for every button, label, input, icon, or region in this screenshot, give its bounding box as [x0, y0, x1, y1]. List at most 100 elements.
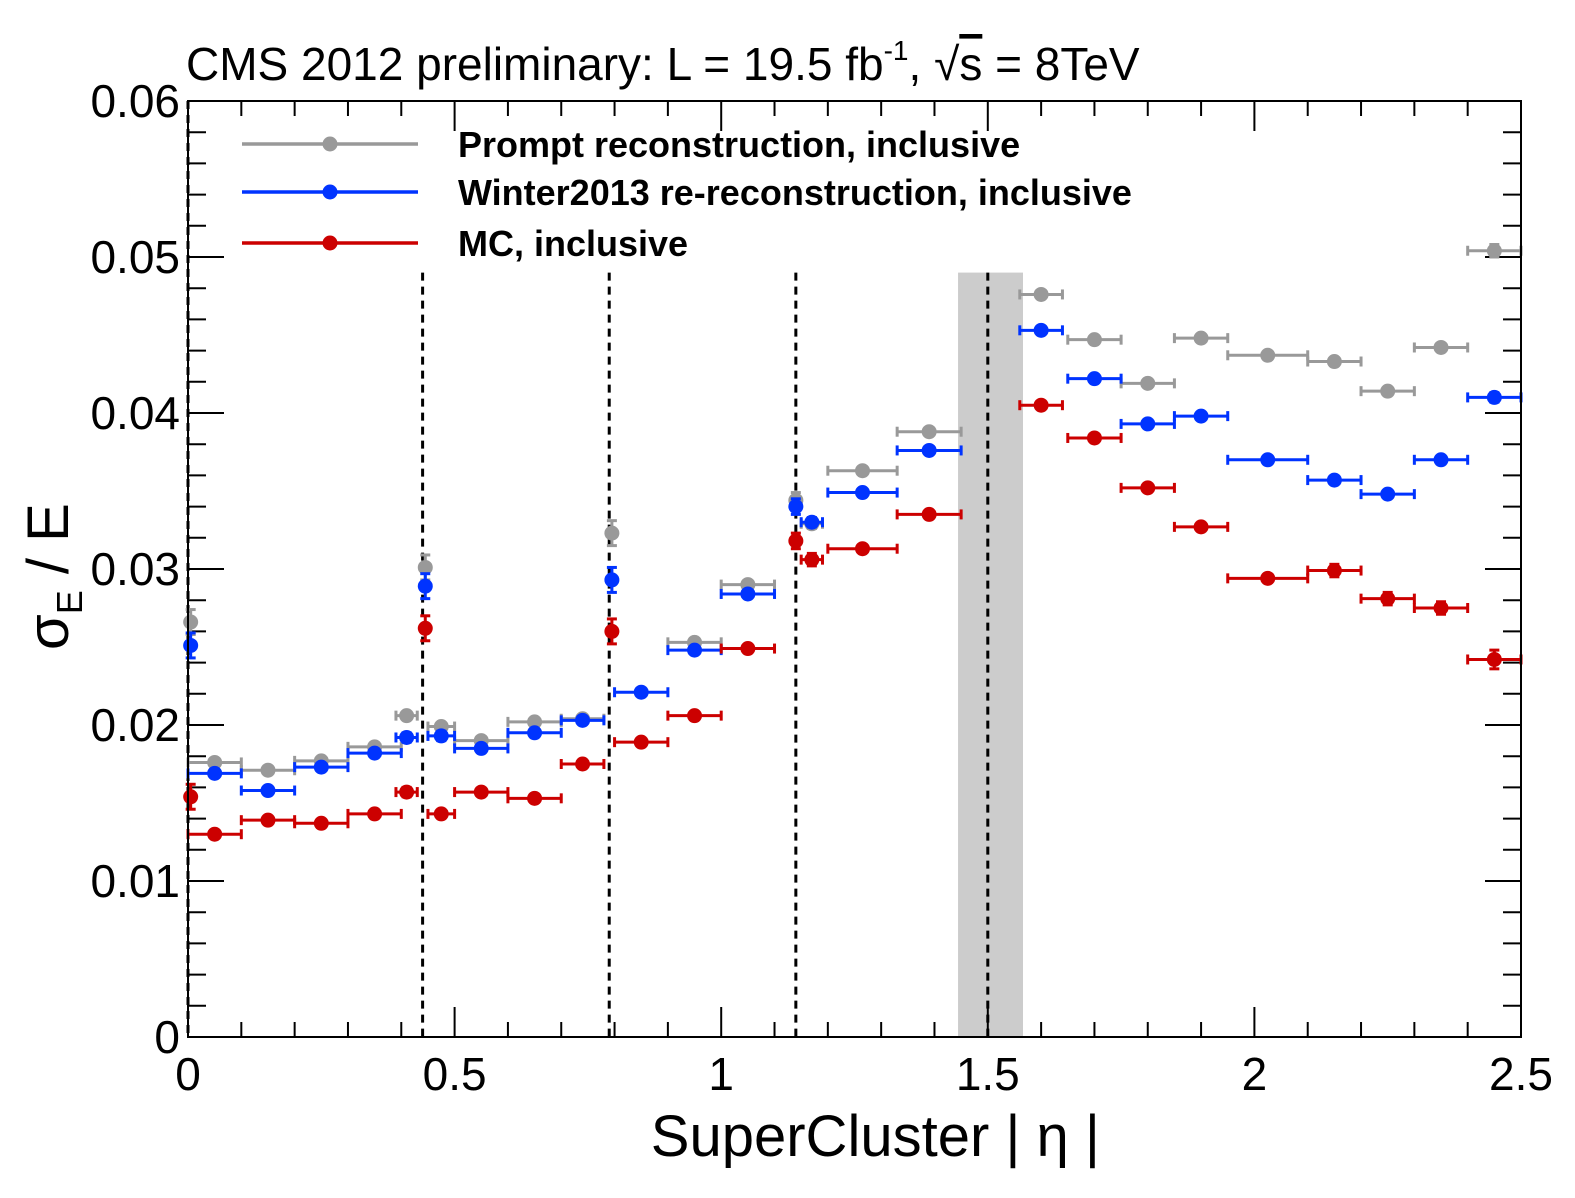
- data-marker: [854, 485, 870, 501]
- data-marker: [1033, 286, 1049, 302]
- data-marker: [1086, 371, 1102, 387]
- data-point: [788, 497, 804, 516]
- data-point: [604, 519, 620, 548]
- data-marker: [417, 620, 433, 636]
- data-marker: [527, 725, 543, 741]
- title-lumi-exponent: -1: [884, 35, 909, 66]
- data-marker: [854, 541, 870, 557]
- data-point: [1172, 408, 1230, 424]
- title-energy: = 8TeV: [982, 38, 1140, 90]
- data-point: [426, 806, 457, 822]
- data-point: [1466, 648, 1523, 671]
- data-point: [394, 784, 419, 800]
- y-tick-label: 0.01: [90, 855, 180, 907]
- data-marker: [207, 826, 223, 842]
- data-marker: [313, 759, 329, 775]
- data-point: [293, 759, 350, 775]
- y-tick-label: 0.04: [90, 387, 180, 439]
- series: [183, 322, 1523, 799]
- data-point: [346, 745, 403, 761]
- y-axis-rest: / E: [16, 503, 81, 590]
- legend: Prompt reconstruction, inclusive Winter20…: [242, 124, 1132, 264]
- data-point: [895, 506, 963, 522]
- data-marker: [260, 783, 276, 799]
- data-point: [799, 514, 825, 530]
- data-marker: [417, 578, 433, 594]
- data-marker: [1033, 397, 1049, 413]
- data-point: [183, 631, 199, 660]
- data-point: [239, 762, 297, 778]
- y-axis-title: σE / E: [16, 503, 90, 650]
- data-marker: [1140, 480, 1156, 496]
- data-marker: [1326, 472, 1342, 488]
- data-point: [239, 783, 297, 799]
- data-point: [1119, 416, 1176, 432]
- data-marker: [1486, 651, 1502, 667]
- series: [183, 397, 1523, 842]
- data-point: [1359, 486, 1416, 502]
- plot-frame: [187, 100, 1522, 1038]
- data-marker: [260, 762, 276, 778]
- data-point: [604, 565, 620, 594]
- legend-marker: [322, 235, 338, 251]
- data-marker: [604, 572, 620, 588]
- data-series: [183, 243, 1523, 842]
- data-point: [506, 790, 563, 806]
- data-point: [895, 442, 963, 458]
- data-marker: [1326, 563, 1342, 579]
- data-point: [1466, 243, 1523, 259]
- data-marker: [575, 756, 591, 772]
- data-marker: [921, 442, 937, 458]
- data-point: [346, 806, 403, 822]
- legend-marker: [322, 136, 338, 152]
- data-marker: [1260, 452, 1276, 468]
- legend-item: Winter2013 re-reconstruction, inclusive: [242, 172, 1132, 213]
- data-marker: [1140, 416, 1156, 432]
- data-marker: [575, 712, 591, 728]
- data-marker: [1260, 347, 1276, 363]
- data-marker: [921, 506, 937, 522]
- data-marker: [604, 525, 620, 541]
- y-tick-label: 0: [154, 1011, 180, 1063]
- data-point: [394, 708, 419, 724]
- data-marker: [399, 729, 415, 745]
- data-marker: [1033, 322, 1049, 338]
- data-point: [1412, 339, 1470, 355]
- data-marker: [633, 734, 649, 750]
- data-marker: [1433, 339, 1449, 355]
- data-marker: [687, 708, 703, 724]
- data-marker: [183, 789, 199, 805]
- data-marker: [804, 552, 820, 568]
- data-point: [1018, 397, 1064, 413]
- data-marker: [740, 641, 756, 657]
- data-point: [1226, 347, 1310, 363]
- data-point: [1306, 562, 1363, 579]
- data-marker: [1193, 408, 1209, 424]
- data-point: [293, 815, 350, 831]
- data-point: [1066, 430, 1123, 446]
- data-point: [719, 586, 777, 602]
- legend-item: Prompt reconstruction, inclusive: [242, 124, 1020, 165]
- data-point: [183, 608, 199, 637]
- data-point: [186, 826, 243, 842]
- data-marker: [1486, 243, 1502, 259]
- data-point: [239, 812, 297, 828]
- data-marker: [207, 754, 223, 770]
- data-point: [1018, 322, 1064, 338]
- data-point: [426, 728, 457, 744]
- data-marker: [804, 514, 820, 530]
- data-marker: [367, 745, 383, 761]
- data-marker: [1140, 375, 1156, 391]
- legend-marker: [322, 184, 338, 200]
- legend-label: Prompt reconstruction, inclusive: [458, 124, 1020, 165]
- y-tick-label: 0.06: [90, 75, 180, 127]
- data-marker: [473, 740, 489, 756]
- data-point: [417, 572, 433, 601]
- y-tick-label: 0.03: [90, 543, 180, 595]
- x-tick-label: 1: [708, 1048, 734, 1100]
- data-marker: [473, 784, 489, 800]
- data-marker: [633, 684, 649, 700]
- data-point: [719, 641, 777, 657]
- data-point: [1018, 286, 1064, 302]
